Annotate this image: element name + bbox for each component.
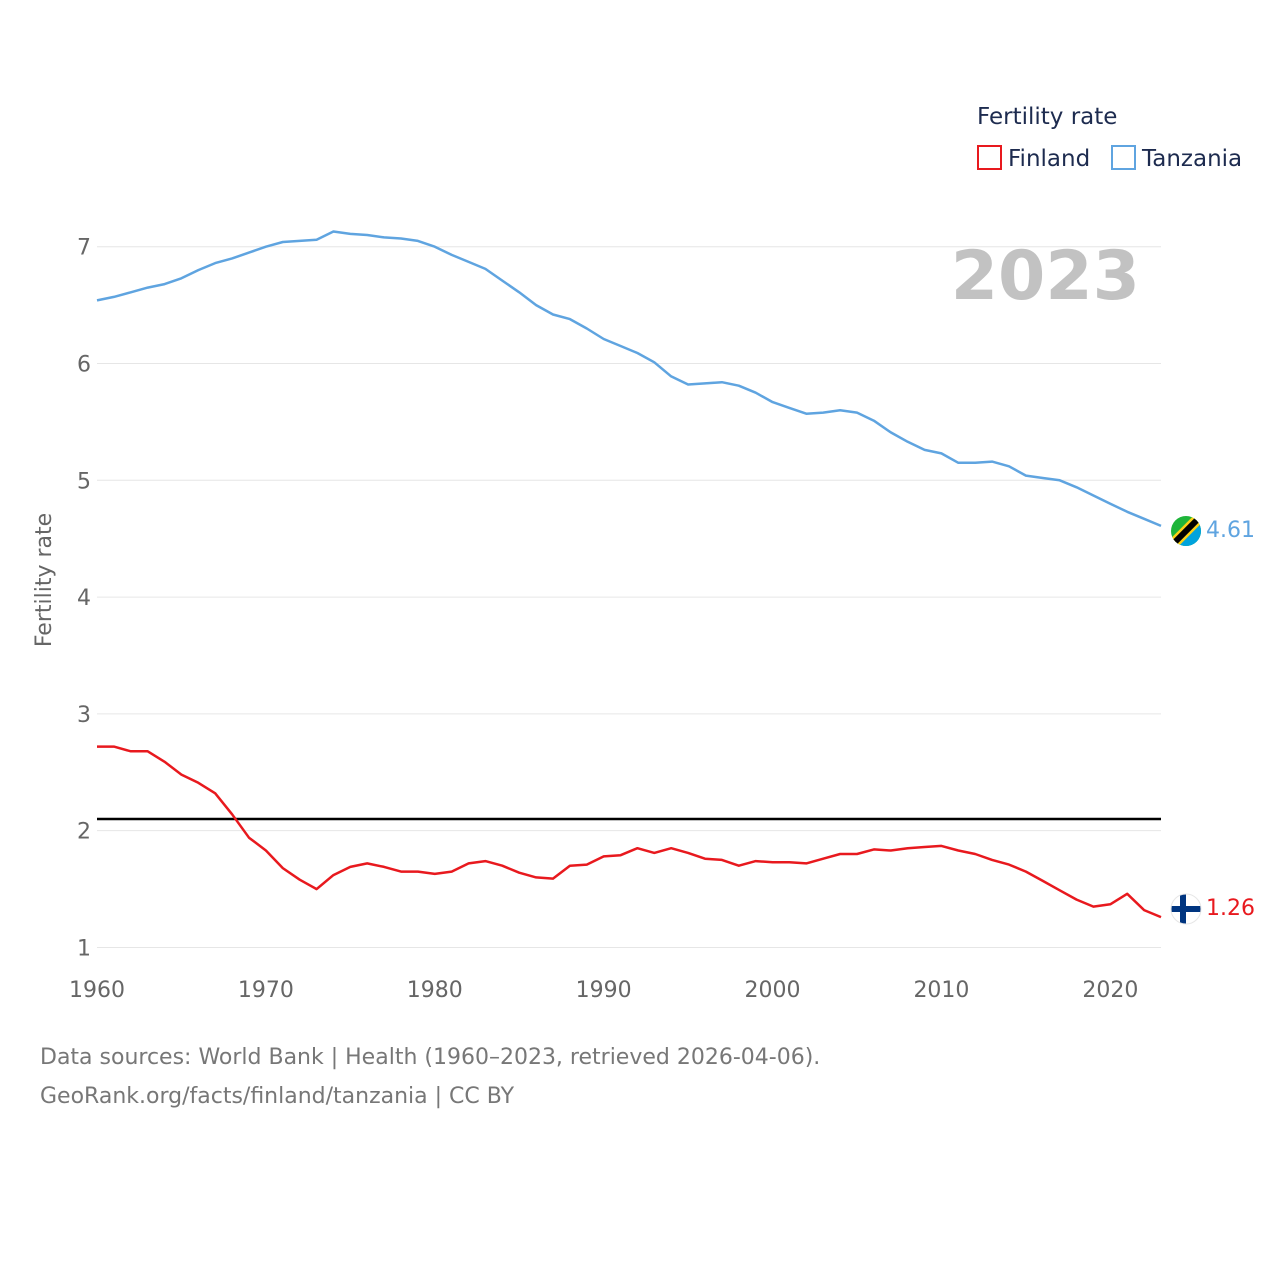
x-tick-label: 1990 — [576, 978, 632, 1003]
grid-lines — [97, 246, 1161, 948]
series-line-finland[interactable] — [97, 745, 1162, 919]
series-line-tanzania[interactable] — [96, 230, 1162, 528]
legend-label-finland[interactable]: Finland — [1008, 146, 1090, 172]
finland-end-value: 1.26 — [1206, 896, 1255, 921]
y-tick-label: 5 — [77, 469, 91, 494]
series-lines — [96, 230, 1162, 919]
legend-title: Fertility rate — [977, 104, 1117, 130]
y-tick-label: 1 — [77, 936, 91, 961]
legend-swatch-tanzania[interactable] — [1111, 145, 1136, 170]
y-axis-ticks: 1 2 3 4 5 6 7 — [77, 236, 91, 962]
y-axis-title: Fertility rate — [32, 513, 57, 647]
x-tick-label: 2010 — [913, 978, 969, 1003]
x-tick-label: 1960 — [69, 978, 125, 1003]
footer-sources: Data sources: World Bank | Health (1960–… — [40, 1045, 821, 1070]
footer-link[interactable]: GeoRank.org/facts/finland/tanzania | CC … — [40, 1084, 515, 1109]
y-tick-label: 2 — [77, 820, 91, 845]
tanzania-end-value: 4.61 — [1206, 518, 1255, 543]
legend-swatch-finland[interactable] — [977, 145, 1002, 170]
y-tick-label: 4 — [77, 586, 91, 611]
finland-flag-icon — [1171, 894, 1201, 924]
y-tick-label: 7 — [77, 236, 91, 261]
x-tick-label: 1970 — [238, 978, 294, 1003]
x-axis-ticks: 1960 1970 1980 1990 2000 2010 2020 — [69, 978, 1138, 1003]
x-tick-label: 2000 — [745, 978, 801, 1003]
y-tick-label: 3 — [77, 703, 91, 728]
legend-label-tanzania[interactable]: Tanzania — [1141, 146, 1242, 172]
x-tick-label: 2020 — [1082, 978, 1138, 1003]
tanzania-flag-icon — [1171, 516, 1201, 546]
y-tick-label: 6 — [77, 353, 91, 378]
x-tick-label: 1980 — [407, 978, 463, 1003]
legend: Fertility rate Finland Tanzania — [977, 104, 1242, 172]
current-year-label: 2023 — [951, 237, 1140, 316]
